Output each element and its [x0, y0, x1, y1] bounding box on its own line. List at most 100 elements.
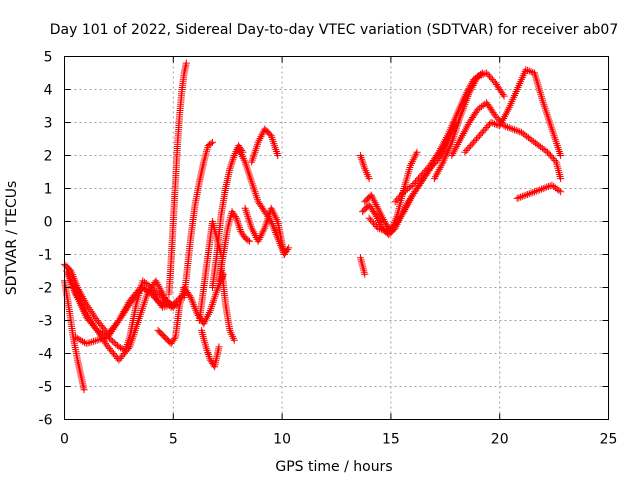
data-point — [78, 293, 86, 301]
data-point — [75, 335, 83, 343]
data-point — [106, 329, 114, 337]
data-point — [161, 297, 169, 305]
x-tick-label: 20 — [491, 432, 509, 448]
data-point — [359, 159, 367, 167]
data-point — [412, 178, 420, 186]
data-point — [471, 137, 479, 145]
data-point — [467, 85, 475, 93]
data-point — [121, 306, 129, 314]
data-point — [117, 313, 125, 321]
data-point — [527, 68, 535, 76]
data-point — [84, 339, 92, 347]
data-point — [440, 139, 448, 147]
data-point — [99, 335, 107, 343]
data-point — [541, 184, 549, 192]
y-tick-label: -2 — [39, 281, 53, 297]
series-arc-n — [241, 204, 293, 258]
data-point — [231, 213, 239, 221]
data-point — [203, 345, 211, 353]
data-point — [215, 343, 223, 351]
data-point — [468, 140, 476, 148]
data-point — [164, 302, 172, 310]
data-point — [158, 303, 166, 311]
data-point — [483, 123, 491, 131]
data-point — [531, 188, 539, 196]
data-point — [488, 76, 496, 84]
axis-layer: 0 5 10 15 20 25 -6 -5 -4 -3 -2 -1 0 1 2 3 4 5 — [39, 50, 618, 448]
data-point — [477, 71, 485, 79]
data-point — [481, 70, 489, 78]
data-point — [235, 222, 243, 230]
data-point — [522, 191, 530, 199]
data-point — [487, 74, 495, 82]
y-tick-label: 4 — [44, 83, 53, 99]
data-point — [230, 336, 238, 344]
data-point — [137, 284, 145, 291]
data-point — [534, 186, 542, 194]
chart-title: Day 101 of 2022, Sidereal Day-to-day VTE… — [50, 22, 619, 38]
data-point — [399, 189, 407, 197]
data-point — [204, 349, 212, 357]
data-point — [142, 285, 150, 293]
data-point — [458, 131, 466, 139]
x-tick-label: 15 — [382, 432, 400, 448]
series-arc-p — [356, 254, 369, 278]
data-point — [499, 90, 507, 98]
data-point — [245, 237, 253, 245]
data-point — [122, 304, 130, 312]
y-tick-label: -4 — [39, 347, 53, 363]
data-point — [158, 293, 166, 301]
data-point — [453, 142, 461, 150]
data-point — [123, 302, 131, 310]
data-point — [490, 120, 498, 128]
data-point — [500, 92, 508, 100]
data-point — [114, 318, 122, 326]
data-point — [456, 137, 464, 145]
series-arc-f — [154, 270, 227, 348]
data-point — [544, 148, 552, 156]
data-point — [368, 218, 376, 225]
series-arc-l — [217, 260, 238, 344]
y-tick-label: 5 — [44, 50, 53, 66]
data-point — [86, 339, 94, 346]
data-point — [474, 133, 482, 141]
data-point — [73, 334, 81, 342]
data-point — [93, 326, 101, 334]
data-point — [487, 119, 495, 126]
data-point — [537, 185, 545, 193]
data-point — [391, 198, 399, 206]
data-point — [157, 301, 165, 309]
series-arc-j — [208, 142, 247, 291]
data-point — [208, 138, 216, 146]
data-point — [546, 182, 554, 190]
data-point — [435, 165, 443, 173]
data-point — [443, 134, 451, 142]
data-point — [524, 190, 532, 198]
data-point — [358, 157, 366, 165]
data-point — [503, 107, 511, 115]
data-point — [381, 227, 389, 235]
data-point — [97, 329, 105, 337]
x-tick-label: 10 — [273, 432, 291, 448]
data-point — [542, 147, 550, 155]
y-axis-label: SDTVAR / TECUs — [4, 181, 20, 296]
data-point — [557, 152, 565, 159]
data-point — [204, 350, 212, 358]
y-tick-label: 1 — [44, 182, 53, 198]
data-point — [461, 126, 469, 134]
data-point — [274, 152, 282, 159]
data-point — [285, 244, 293, 252]
data-point — [115, 343, 123, 351]
data-point — [117, 344, 125, 352]
data-point — [226, 163, 234, 171]
data-point — [154, 281, 162, 289]
data-point — [549, 155, 557, 163]
data-point — [423, 165, 431, 173]
data-point — [422, 166, 430, 174]
data-point — [514, 127, 522, 135]
x-tick-label: 5 — [169, 432, 178, 448]
data-point — [555, 186, 563, 194]
data-point — [407, 183, 415, 191]
series-arc-d — [65, 270, 182, 354]
